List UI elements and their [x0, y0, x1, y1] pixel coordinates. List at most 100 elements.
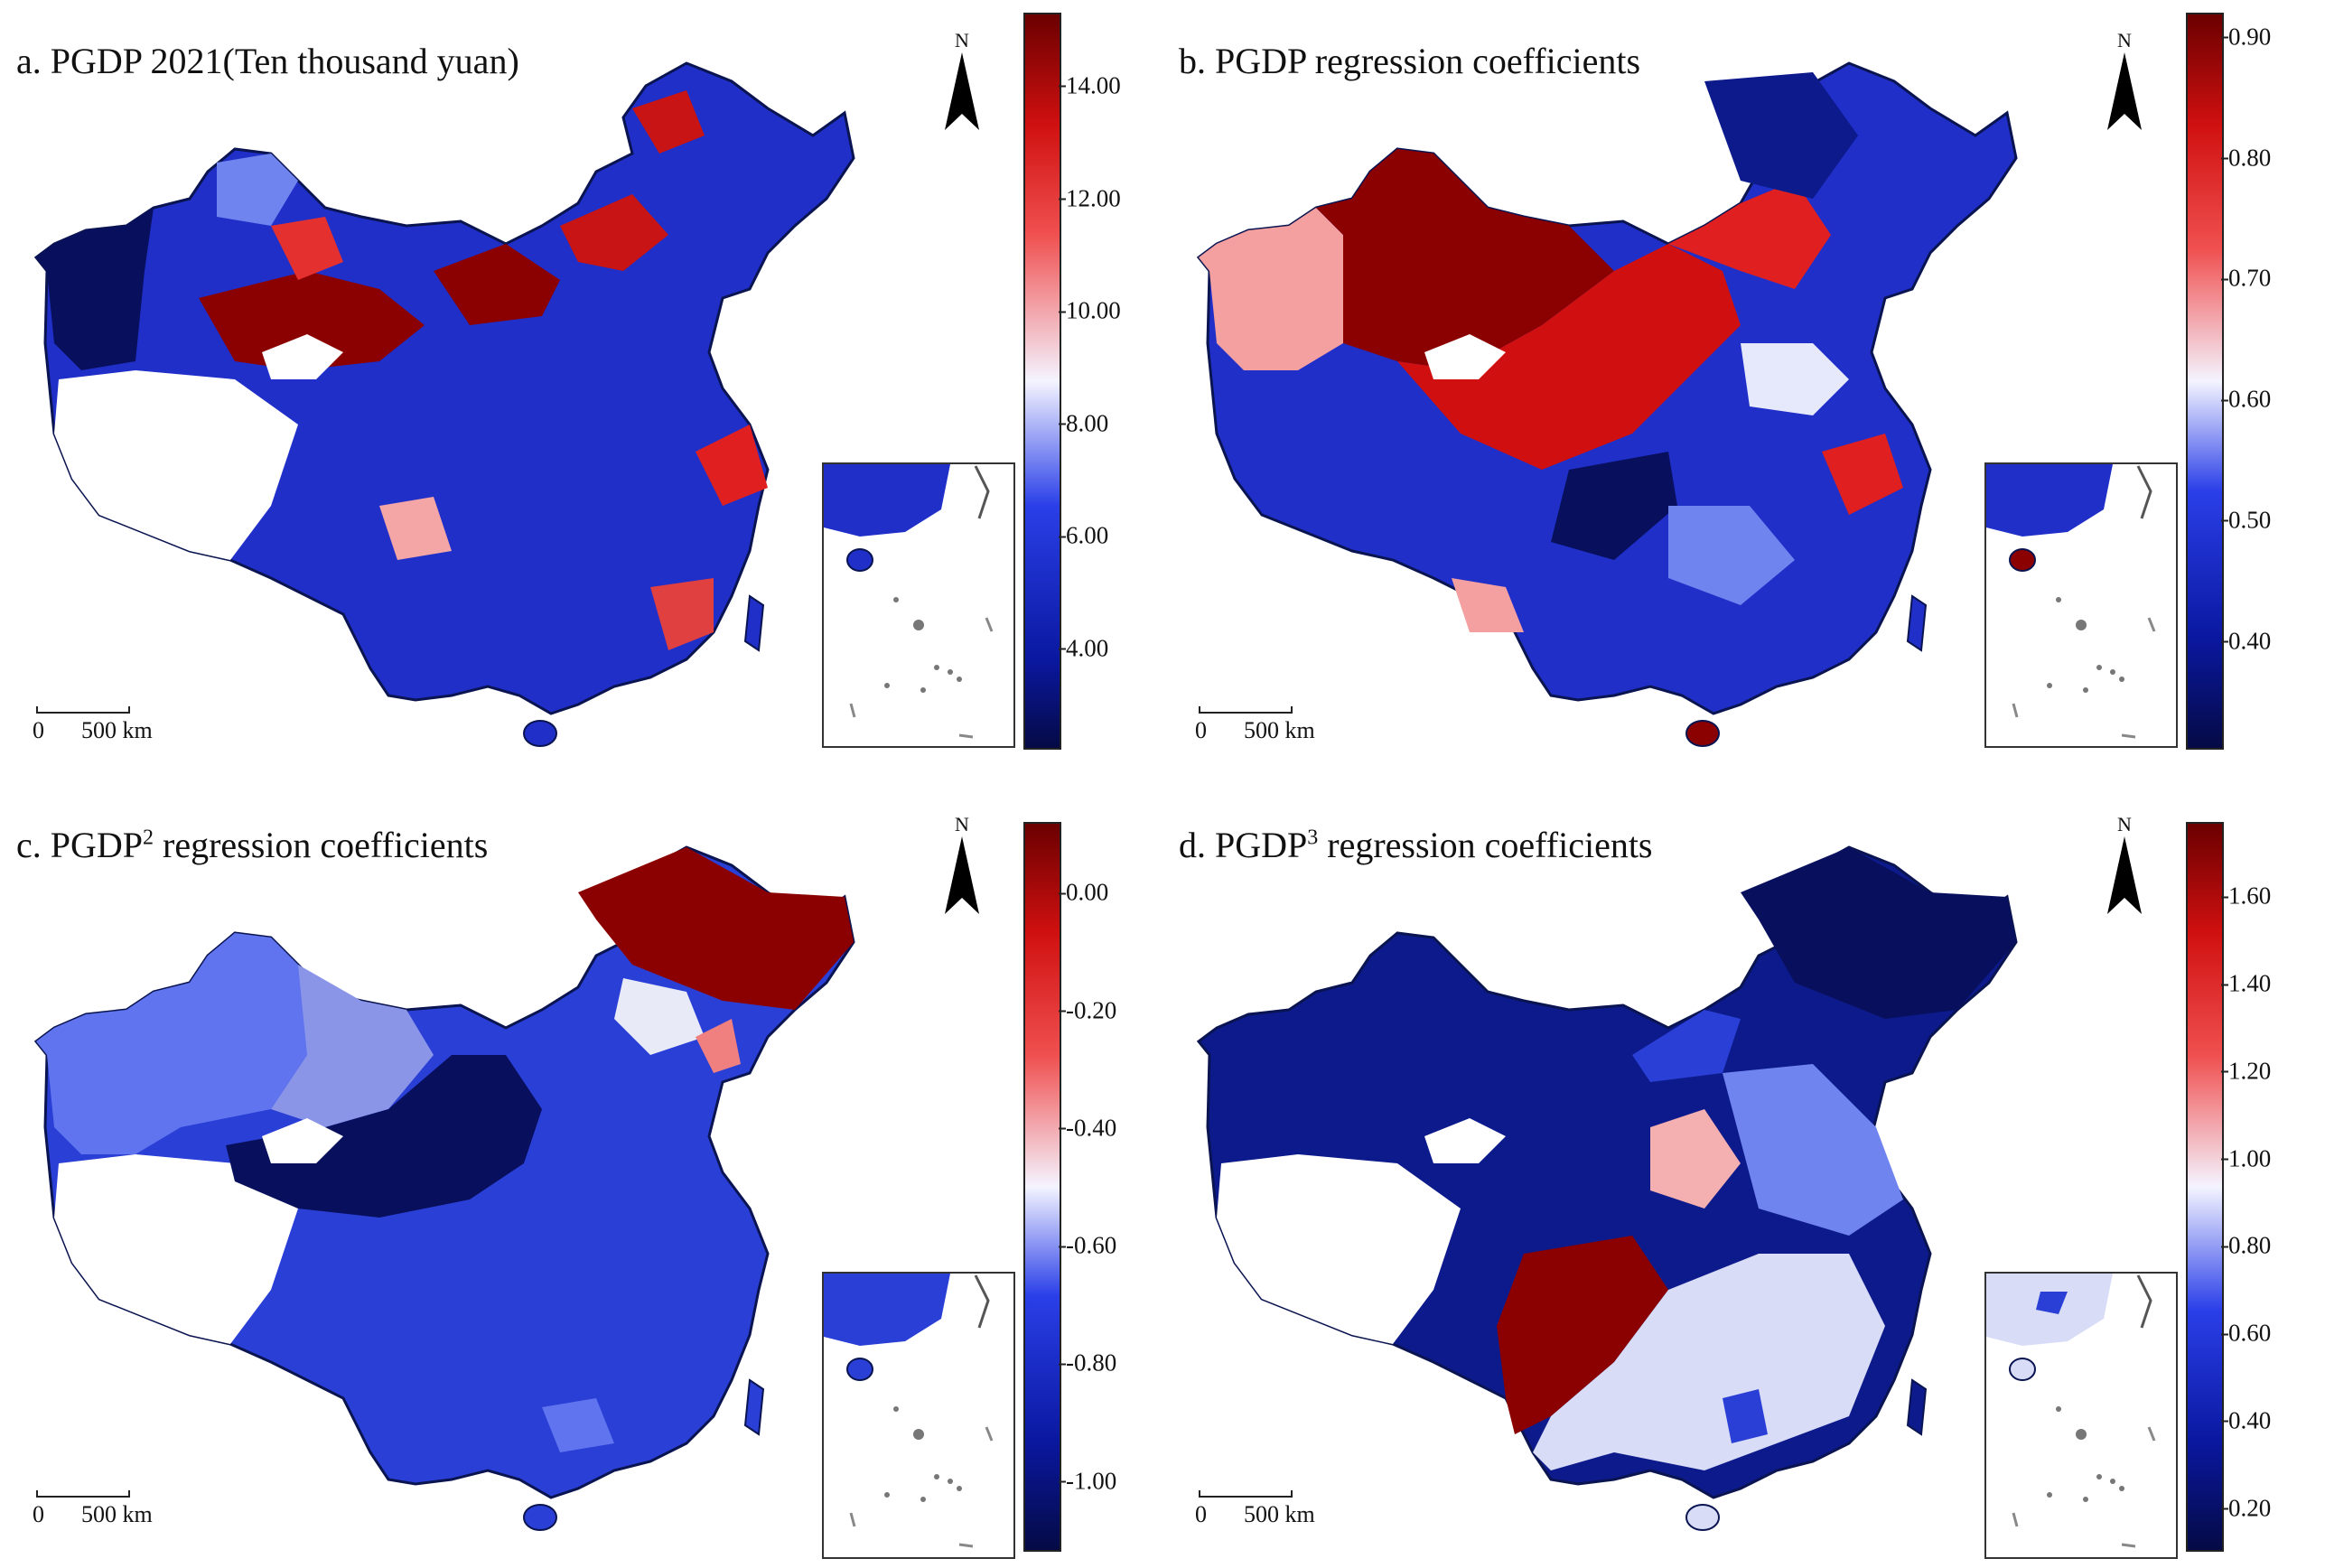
north-arrow: N	[939, 813, 985, 929]
region-tibet	[54, 1154, 298, 1344]
panel-b: b. PGDP regression coefficients N 0.40 0.…	[1162, 0, 2325, 784]
region-xinjiang	[36, 933, 325, 1154]
region-liaoning-e	[696, 1019, 741, 1073]
colorbar-tick: 12.00	[1059, 184, 1121, 212]
region-guangdong-w	[1723, 1389, 1768, 1443]
colorbar-tick: 6.00	[1058, 521, 1109, 549]
colorbar-tick: 1.40	[2220, 969, 2272, 997]
panel-c: c. PGDP2 regression coefficients N -1.00…	[0, 784, 1162, 1568]
colorbar	[1023, 822, 1061, 1552]
south-china-sea-inset	[822, 1272, 1015, 1559]
island-taiwan	[743, 1378, 765, 1436]
colorbar-tick: 0.20	[2220, 1494, 2272, 1522]
region-east-mid	[1723, 1064, 1903, 1236]
colorbar-tick: 0.70	[2220, 264, 2272, 292]
colorbar-tick: 1.00	[2220, 1144, 2272, 1172]
region-liaoning	[614, 978, 705, 1055]
choropleth-map	[34, 845, 855, 1531]
region-coast-south	[650, 578, 714, 650]
colorbar-tick: -0.20	[1058, 996, 1117, 1024]
colorbar	[2186, 13, 2224, 750]
colorbar-tick: -0.40	[1058, 1114, 1117, 1142]
region-gansu-light	[271, 965, 434, 1127]
colorbar-tick: -0.80	[1058, 1349, 1117, 1377]
panel-title: c. PGDP2 regression coefficients	[16, 825, 489, 865]
choropleth-map	[1197, 845, 2018, 1531]
region-qinghai-dark	[226, 1055, 542, 1218]
region-southeast	[1668, 506, 1795, 605]
north-arrow-icon	[945, 52, 979, 130]
region-guangdong-w	[542, 1398, 614, 1452]
region-innermongolia-c	[560, 194, 668, 271]
panel-title: d. PGDP3 regression coefficients	[1179, 825, 1653, 865]
region-blank	[1424, 334, 1506, 379]
region-jiangsu	[1822, 434, 1903, 515]
region-southwest	[379, 497, 452, 560]
colorbar	[1023, 13, 1061, 750]
colorbar-tick: -1.00	[1058, 1467, 1117, 1495]
region-blank	[1424, 1118, 1506, 1163]
region-shaanxi	[1650, 1109, 1741, 1209]
region-north-china	[1668, 181, 1831, 289]
region-blank	[262, 1118, 343, 1163]
region-innermongolia-w	[434, 244, 560, 325]
island-hainan	[1685, 1504, 1720, 1531]
region-northeast	[632, 90, 705, 154]
choropleth-map	[34, 61, 855, 747]
colorbar-tick: 0.00	[1058, 878, 1109, 906]
island-hainan	[523, 1504, 557, 1531]
north-arrow-icon	[2107, 52, 2142, 130]
region-northeast	[578, 847, 854, 1010]
colorbar-tick: 4.00	[1058, 634, 1109, 662]
region-sichuan	[1551, 452, 1677, 560]
region-beijing	[524, 1001, 614, 1055]
region-northwest	[1316, 149, 1614, 370]
colorbar-tick: 0.80	[2220, 144, 2272, 172]
colorbar-tick: 0.60	[2220, 1319, 2272, 1347]
region-xinjiang-e	[271, 217, 343, 280]
north-arrow-icon	[945, 836, 979, 914]
colorbar-tick: 10.00	[1059, 296, 1121, 324]
region-tibet	[1217, 1154, 1461, 1344]
region-xinjiang-sw	[1199, 208, 1343, 370]
colorbar-tick: 1.20	[2220, 1057, 2272, 1085]
colorbar-tick: 0.40	[2220, 627, 2272, 655]
colorbar-tick: -0.60	[1058, 1231, 1117, 1259]
region-east-light	[1741, 343, 1849, 415]
island-hainan	[523, 720, 557, 747]
region-guangxi-w	[1452, 578, 1524, 632]
colorbar-tick: 14.00	[1059, 71, 1121, 99]
region-qinghai-north	[199, 271, 425, 370]
colorbar-tick: 1.60	[2220, 882, 2272, 910]
south-china-sea-inset	[822, 462, 1015, 748]
colorbar-tick: 0.90	[2220, 23, 2272, 51]
island-hainan	[1685, 720, 1720, 747]
south-china-sea-inset	[1984, 1272, 2178, 1559]
colorbar-tick: 0.50	[2220, 506, 2272, 534]
region-south	[1533, 1254, 1885, 1470]
region-west	[36, 208, 154, 370]
panel-title: a. PGDP 2021(Ten thousand yuan)	[16, 41, 519, 81]
panel-d: d. PGDP3 regression coefficients N 0.20 0…	[1162, 784, 2325, 1568]
region-coast-east	[696, 425, 768, 506]
region-sichuan-yunnan	[1497, 1236, 1668, 1434]
colorbar-tick: 0.40	[2220, 1406, 2272, 1434]
choropleth-map	[1197, 61, 2018, 747]
region-innermongolia	[1632, 1010, 1741, 1082]
region-northeast	[1704, 72, 1858, 199]
region-northeast	[1741, 847, 2016, 1019]
north-arrow: N	[2102, 29, 2147, 145]
colorbar	[2186, 822, 2224, 1552]
north-arrow: N	[2102, 813, 2147, 929]
panel-title: b. PGDP regression coefficients	[1179, 41, 1641, 81]
island-taiwan	[1906, 1378, 1928, 1436]
south-china-sea-inset	[1984, 462, 2178, 748]
region-central-north	[1397, 244, 1741, 470]
north-arrow: N	[939, 29, 985, 145]
region-tibet	[54, 370, 298, 560]
island-taiwan	[1906, 594, 1928, 652]
colorbar-tick: 8.00	[1058, 409, 1109, 437]
panel-a: a. PGDP 2021(Ten thousand yuan) N 4.00 6.…	[0, 0, 1162, 784]
island-taiwan	[743, 594, 765, 652]
region-xinjiang-n	[217, 154, 298, 226]
